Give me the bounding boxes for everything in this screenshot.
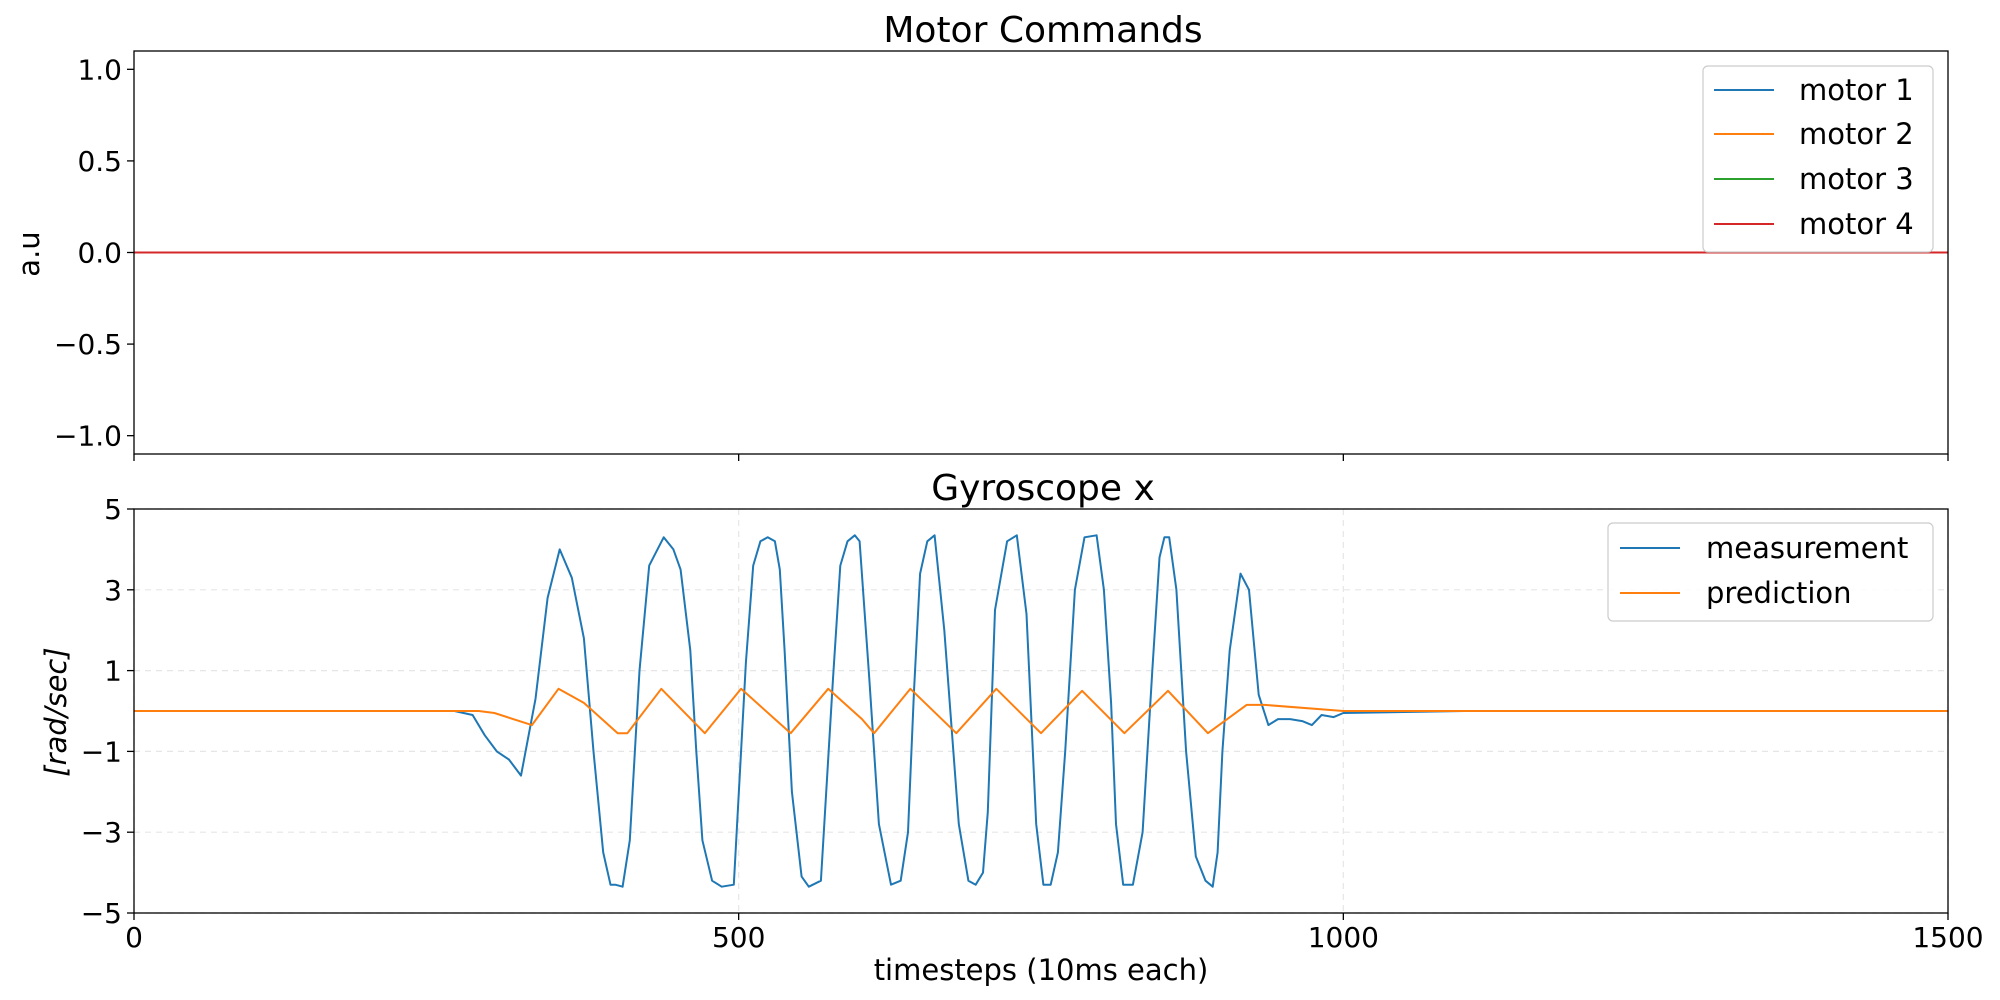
gyroscope-legend-box [1607, 522, 1934, 622]
gyroscope-yticks: 5 3 1 −1 −3 −5 [81, 493, 134, 930]
gyroscope-legend: measurement prediction [1607, 522, 1934, 622]
xtick-label: 1000 [1308, 921, 1379, 954]
ytick-label: −1 [81, 735, 122, 768]
gyroscope-xlabel: timesteps (10ms each) [874, 953, 1209, 987]
ytick-label: −0.5 [54, 328, 122, 361]
gyroscope-lines [134, 534, 1948, 888]
xtick-label: 1500 [1912, 921, 1983, 954]
xtick-label: 0 [125, 921, 143, 954]
motor-commands-panel: Motor Commands a.u 1.0 0.5 0.0 −0.5 −1.0 mot… [12, 10, 1949, 461]
xtick-label: 500 [712, 921, 765, 954]
gyroscope-panel: Gyroscope x [rad/sec] timesteps (10ms ea… [39, 468, 1984, 987]
motor-commands-legend-box [1702, 65, 1934, 253]
legend-label-motor-2: motor 2 [1799, 117, 1914, 151]
motor-commands-title: Motor Commands [883, 10, 1202, 51]
series-line-prediction [134, 687, 1948, 735]
gyroscope-title: Gyroscope x [931, 468, 1155, 509]
ytick-label: 0.0 [77, 237, 122, 270]
series-line-measurement [134, 534, 1948, 888]
motor-commands-legend: motor 1 motor 2 motor 3 motor 4 [1702, 65, 1934, 253]
legend-label-motor-4: motor 4 [1799, 207, 1914, 241]
ytick-label: −3 [81, 816, 122, 849]
legend-label-prediction: prediction [1706, 576, 1852, 610]
motor-commands-ylabel: a.u [12, 231, 46, 276]
ytick-label: 0.5 [77, 145, 122, 178]
motor-commands-yticks: 1.0 0.5 0.0 −0.5 −1.0 [54, 53, 134, 453]
legend-label-measurement: measurement [1706, 531, 1908, 565]
ytick-label: 1.0 [77, 53, 122, 86]
ytick-label: −1.0 [54, 420, 122, 453]
gyroscope-ylabel: [rad/sec] [39, 647, 73, 776]
motor-commands-xticks [133, 454, 1949, 461]
gyroscope-frame [133, 508, 1949, 914]
ytick-label: −5 [81, 897, 122, 930]
legend-label-motor-3: motor 3 [1799, 162, 1914, 196]
legend-label-motor-1: motor 1 [1799, 73, 1914, 107]
motor-commands-frame [133, 50, 1949, 455]
ytick-label: 1 [104, 655, 122, 688]
ytick-label: 3 [104, 574, 122, 607]
gyroscope-xticks: 0 500 1000 1500 [125, 913, 1984, 954]
ytick-label: 5 [104, 493, 122, 526]
